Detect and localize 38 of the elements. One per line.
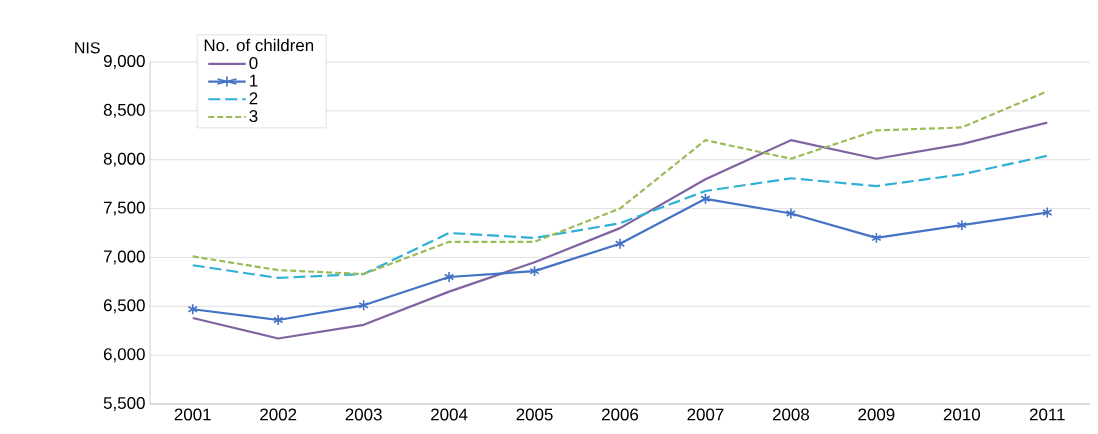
point <box>785 207 797 220</box>
x-tick-label: 2006 <box>602 408 639 421</box>
legend-label: 0 <box>249 57 258 70</box>
y-tick-label: 6,000 <box>103 348 145 363</box>
x-tick-label: 2009 <box>858 408 895 421</box>
y-tick-label: 8,000 <box>103 152 145 167</box>
x-tick-label: 2005 <box>516 408 553 421</box>
y-tick-label: 8,500 <box>103 103 145 118</box>
x-tick-label: 2008 <box>772 408 810 421</box>
x-tick-label: 2001 <box>174 408 211 421</box>
y-tick-label: 6,500 <box>103 299 145 314</box>
point <box>956 219 967 231</box>
y-axis-title: NIS <box>75 42 100 54</box>
point <box>529 265 540 277</box>
x-tick-label: 2002 <box>260 408 297 421</box>
y-tick-label: 7,000 <box>103 250 145 265</box>
y-tick-label: 9,000 <box>103 55 145 69</box>
line-series <box>191 154 1049 280</box>
legend-label: 3 <box>249 110 258 123</box>
x-tick-label: 2007 <box>687 408 724 421</box>
point <box>443 271 455 283</box>
legend-label: 2 <box>249 92 258 105</box>
point <box>700 193 711 205</box>
point <box>871 232 882 244</box>
y-tick-label: 7,500 <box>103 201 145 216</box>
legend-label: 1 <box>250 74 258 87</box>
x-tick-label: 2003 <box>345 408 382 421</box>
point <box>187 303 198 315</box>
legend-title: No. of children <box>204 38 314 52</box>
point <box>273 314 284 326</box>
x-tick-label: 2004 <box>431 408 468 421</box>
y-tick-label: 5,500 <box>103 397 145 411</box>
point <box>614 237 626 250</box>
x-tick-label: 2011 <box>1029 408 1065 421</box>
x-tick-label: 2010 <box>943 408 981 421</box>
point <box>358 299 369 312</box>
point <box>1042 206 1053 219</box>
line-series <box>191 121 1049 340</box>
